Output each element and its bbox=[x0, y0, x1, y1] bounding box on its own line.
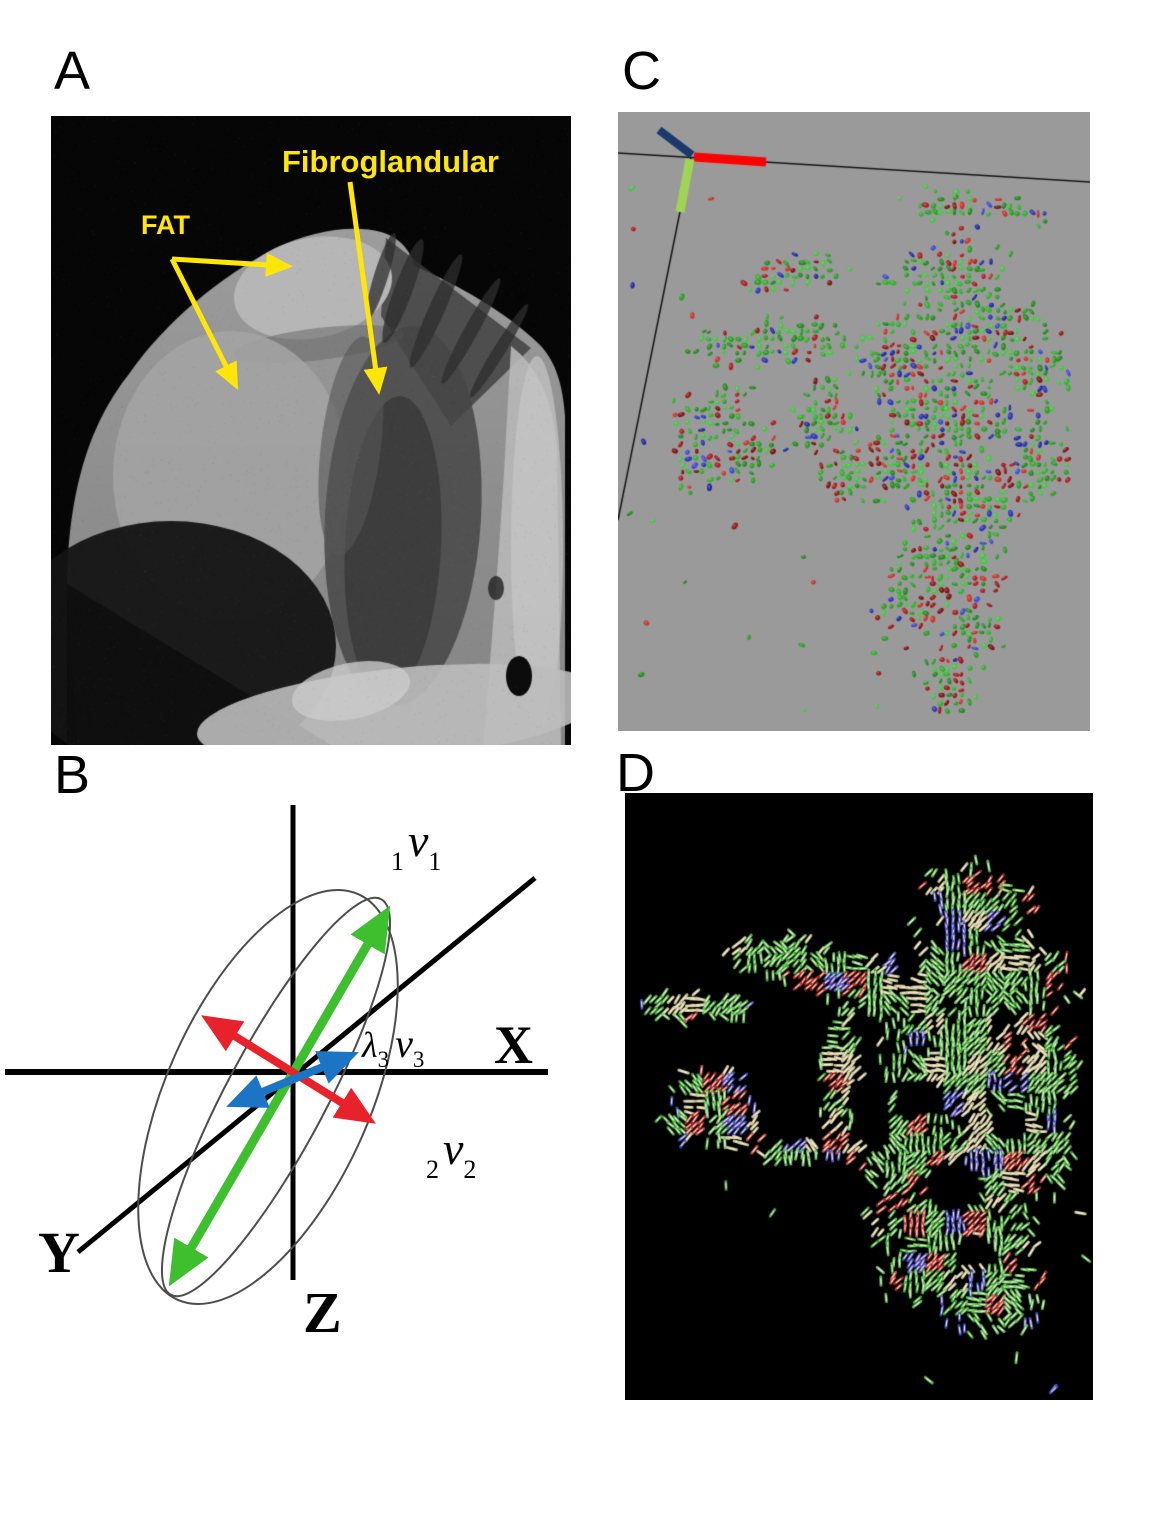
panel-c-label: C bbox=[622, 41, 661, 101]
lambda3-v3-label: λ3 v3 bbox=[362, 1021, 425, 1072]
panel-d-label: D bbox=[616, 743, 655, 803]
panel-a-mri-image: Fibroglandular FAT bbox=[51, 116, 571, 745]
fat-arrow-lower bbox=[169, 257, 239, 391]
lambda1-subscript: 1 bbox=[391, 847, 404, 876]
v1-subscript: 1 bbox=[428, 847, 442, 876]
eigenvector-v3-arrow bbox=[226, 1051, 359, 1108]
panel-b-label: B bbox=[54, 745, 91, 805]
y-axis-line bbox=[76, 876, 537, 1254]
x-axis-label: X bbox=[494, 1015, 533, 1075]
v2-symbol: v bbox=[443, 1123, 464, 1174]
eigenvector-v1-arrow bbox=[168, 905, 391, 1287]
v1-symbol: v bbox=[408, 815, 429, 866]
mri-breast-image-canvas bbox=[51, 116, 571, 745]
lambda3-symbol: λ bbox=[362, 1025, 378, 1065]
z-axis-label: Z bbox=[303, 1280, 342, 1345]
panel-b-tensor-ellipsoid-diagram bbox=[5, 805, 548, 1306]
fat-arrow-upper bbox=[171, 252, 293, 277]
panel-a-annotation-overlay bbox=[169, 181, 388, 395]
lambda1-v1-label: 1v1 bbox=[391, 818, 441, 875]
panel-d-vector-field-render bbox=[625, 793, 1093, 1400]
lambda2-subscript: 2 bbox=[426, 1155, 439, 1184]
fibroglandular-annotation: Fibroglandular bbox=[282, 144, 499, 179]
lambda3-subscript: 3 bbox=[377, 1047, 390, 1072]
v3-symbol: v bbox=[395, 1021, 413, 1066]
v3-subscript: 3 bbox=[412, 1047, 425, 1072]
lambda2-v2-label: 2v2 bbox=[426, 1126, 476, 1183]
fibroglandular-arrow bbox=[347, 181, 388, 395]
v2-subscript: 2 bbox=[463, 1155, 477, 1184]
fat-annotation: FAT bbox=[141, 210, 190, 240]
panel-c-tensor-glyph-render bbox=[618, 112, 1090, 731]
panel-a-label: A bbox=[54, 41, 91, 101]
y-axis-label: Y bbox=[38, 1220, 80, 1285]
